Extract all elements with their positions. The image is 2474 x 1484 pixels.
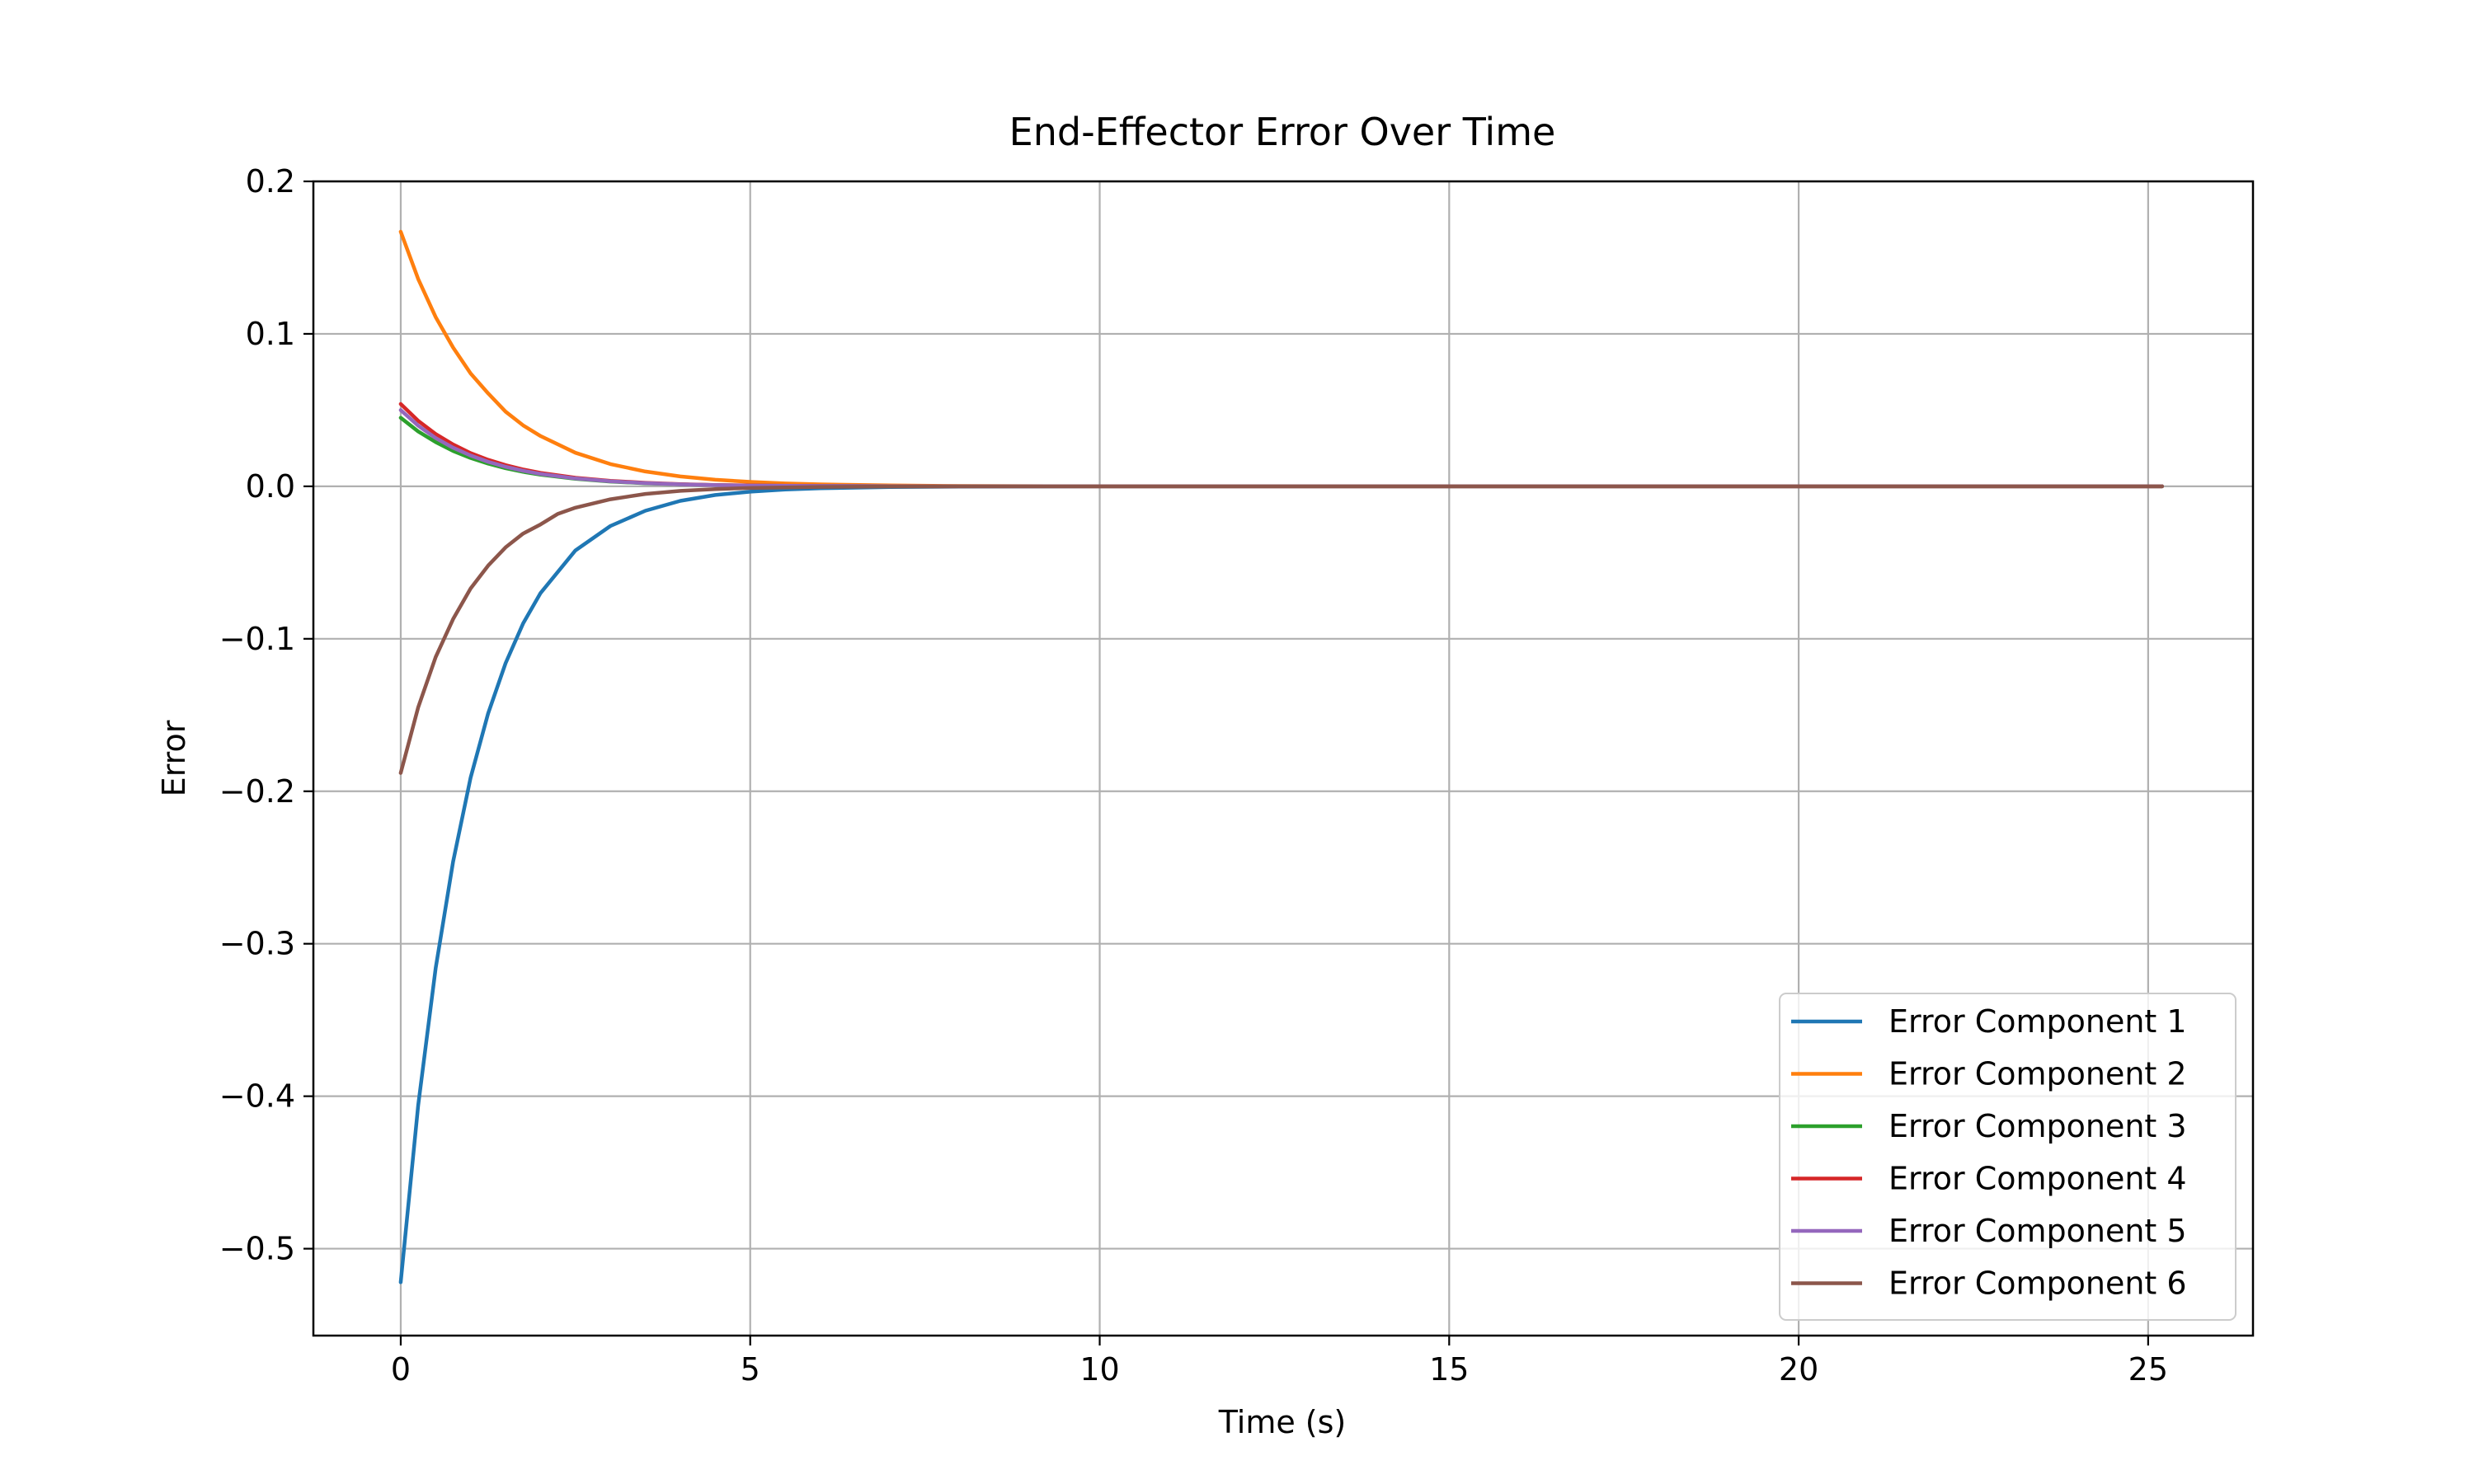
x-tick-label: 15 (1429, 1351, 1469, 1388)
y-tick-label: −0.1 (219, 621, 295, 657)
legend-label: Error Component 2 (1888, 1056, 2187, 1092)
x-tick-label: 20 (1779, 1351, 1818, 1388)
tick-layer: 0 5 10 15 20 25 0.2 0.1 0.0 −0.1 −0.2 −0.3 −0.4 −0.5 (219, 163, 2168, 1388)
y-tick-label: −0.4 (219, 1078, 295, 1115)
legend-box (1779, 993, 2236, 1321)
y-tick-label: −0.2 (219, 773, 295, 810)
series-layer (398, 229, 2165, 1284)
x-tick-label: 0 (391, 1351, 411, 1388)
legend-entry-4: Error Component 4 (1791, 1161, 2187, 1197)
legend-label: Error Component 1 (1888, 1003, 2187, 1040)
x-tick-label: 5 (741, 1351, 760, 1388)
legend-entry-3: Error Component 3 (1791, 1108, 2187, 1144)
plot-frame (312, 180, 2255, 1337)
legend-entry-2: Error Component 2 (1791, 1056, 2187, 1092)
x-tick-label: 25 (2128, 1351, 2168, 1388)
legend: Error Component 1 Error Component 2 Error … (1779, 993, 2236, 1321)
legend-entry-5: Error Component 5 (1791, 1213, 2187, 1249)
chart-title: End-Effector Error Over Time (1009, 110, 1556, 154)
legend-items: Error Component 1 Error Component 2 Error … (1791, 1003, 2187, 1302)
y-tick-label: −0.3 (219, 926, 295, 962)
legend-label: Error Component 6 (1888, 1266, 2187, 1302)
series-line-6 (398, 484, 2165, 775)
x-axis-label: Time (s) (1218, 1404, 1347, 1440)
x-tick-label: 10 (1079, 1351, 1119, 1388)
y-axis-label: Error (156, 720, 192, 796)
y-tick-label: 0.1 (246, 316, 295, 352)
legend-entry-6: Error Component 6 (1791, 1266, 2187, 1302)
legend-label: Error Component 4 (1888, 1161, 2187, 1197)
y-tick-label: 0.2 (246, 163, 295, 200)
legend-entry-1: Error Component 1 (1791, 1003, 2187, 1040)
y-tick-label: −0.5 (219, 1231, 295, 1267)
legend-label: Error Component 5 (1888, 1213, 2187, 1249)
legend-label: Error Component 3 (1888, 1108, 2187, 1144)
y-tick-label: 0.0 (246, 468, 295, 505)
